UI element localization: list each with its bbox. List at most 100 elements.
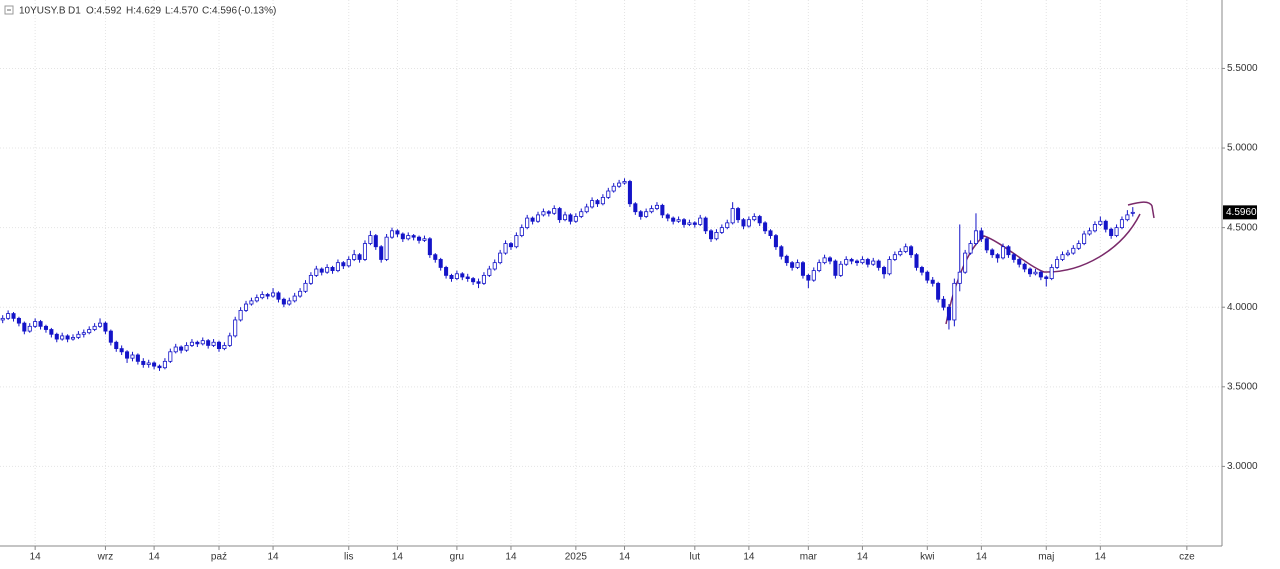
candle-body [736, 208, 741, 221]
candle-body [892, 254, 897, 260]
candle-body [946, 306, 951, 321]
candle-body [243, 303, 249, 311]
open: O:4.592 [86, 6, 122, 17]
candle-body [125, 351, 130, 359]
candle-body [168, 351, 173, 362]
candle-body [546, 211, 551, 214]
candle-body [984, 238, 989, 251]
candle-body [76, 333, 81, 338]
candle-body [973, 230, 979, 244]
candle-body [325, 267, 330, 273]
candle-body [108, 330, 113, 343]
candle-body [400, 233, 405, 240]
candle-body [627, 181, 632, 205]
candle-body [330, 267, 335, 272]
candle-body [919, 267, 924, 273]
x-tick-label: 14 [505, 552, 517, 563]
candle-body [503, 243, 508, 254]
x-tick-label: 14 [30, 552, 42, 563]
candle-body [1114, 227, 1119, 236]
candle-body [130, 354, 135, 359]
candle-body [649, 208, 654, 213]
candle-body [303, 282, 308, 292]
candle-body [222, 345, 227, 350]
candle-body [1098, 220, 1103, 225]
candle-body [665, 214, 670, 219]
symbol: 10YUSY.B [19, 6, 66, 17]
candle-body [811, 270, 816, 281]
candle-body [54, 333, 59, 340]
candle-body [638, 211, 643, 217]
candle-body [563, 214, 568, 221]
candle-body [1044, 276, 1049, 279]
candle-body [0, 317, 5, 321]
candle-body [189, 341, 194, 346]
candle-body [633, 203, 638, 213]
candle-body [887, 259, 892, 275]
x-tick-label: 14 [149, 552, 161, 563]
candle-body [254, 297, 259, 302]
candle-body [1055, 259, 1060, 268]
candle-body [773, 235, 778, 248]
candle-body [681, 219, 687, 225]
candle-body [38, 321, 43, 327]
candle-body [60, 335, 65, 340]
candle-body [838, 263, 843, 276]
candle-body [611, 185, 616, 192]
candle-body [1071, 247, 1076, 254]
candle-body [395, 230, 400, 235]
candle-body [481, 274, 486, 284]
candle-body [584, 206, 589, 213]
drawn-trendline [945, 201, 1155, 325]
candle-body [233, 319, 238, 337]
x-tick-label: 14 [267, 552, 279, 563]
candle-body [146, 362, 151, 365]
candle-body [952, 282, 957, 321]
candle-body [817, 262, 822, 272]
candle-body [1082, 233, 1087, 244]
candle-body [876, 260, 881, 268]
high: H:4.629 [126, 6, 161, 17]
y-tick-label: 4.5000 [1227, 222, 1258, 233]
candle-body [855, 260, 860, 264]
candle-body [98, 322, 103, 327]
candle-body [308, 274, 313, 284]
candle-body [622, 181, 627, 184]
candle-body [957, 271, 962, 284]
x-tick-label: lis [344, 552, 353, 563]
candle-body [568, 214, 573, 222]
candle-body [725, 222, 730, 229]
candle-body [644, 211, 649, 217]
candle-body [471, 278, 476, 283]
grid [0, 0, 1222, 546]
candle-body [352, 254, 357, 260]
candle-body [990, 249, 995, 256]
candle-body [6, 313, 11, 319]
candle-body [968, 243, 973, 254]
candle-body [860, 259, 865, 264]
candle-body [1109, 228, 1114, 236]
candle-body [319, 268, 324, 273]
candle-body [292, 295, 297, 302]
candle-body [114, 341, 119, 350]
candle-body [1060, 254, 1065, 260]
change: (-0.13%) [238, 6, 276, 17]
x-tick-label: 14 [976, 552, 988, 563]
candle-body [65, 335, 70, 340]
candle-body [162, 360, 167, 369]
candle-body [719, 227, 724, 233]
candle-body [1049, 267, 1054, 279]
candle-body [281, 298, 286, 305]
candle-body [1006, 246, 1011, 256]
candle-body [746, 219, 751, 227]
candle-body [898, 251, 903, 256]
candle-body [43, 325, 48, 330]
x-tick-label: cze [1179, 552, 1195, 563]
candle-body [795, 262, 800, 268]
candle-body [882, 267, 887, 275]
candle-body [384, 236, 389, 260]
candle-body [844, 259, 849, 265]
candle-body [460, 273, 465, 278]
candle-body [752, 216, 757, 221]
candle-body [206, 340, 211, 346]
